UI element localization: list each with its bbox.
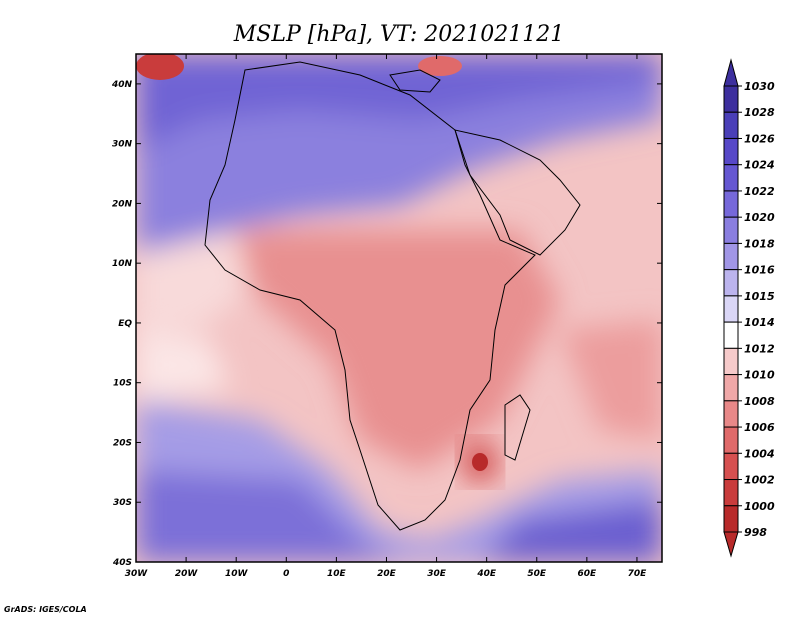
colorbar-label: 1010	[744, 369, 775, 382]
colorbar-label: 1022	[744, 185, 775, 198]
colorbar-box	[723, 190, 739, 218]
colorbar-box	[723, 216, 739, 244]
chart-title: MSLP [hPa], VT: 2021021121	[233, 22, 564, 47]
y-tick-label: 40N	[111, 80, 133, 90]
x-tick-label: 20E	[377, 569, 397, 579]
colorbar-label: 1018	[744, 237, 775, 250]
x-tick-label: 50E	[527, 569, 547, 579]
plot-frame	[135, 53, 663, 563]
x-tick-label: 10W	[225, 569, 249, 579]
colorbar-label: 1024	[744, 159, 775, 172]
colorbar-label: 1000	[744, 500, 775, 513]
colorbar-label: 1002	[744, 474, 775, 487]
x-tick-label: 20W	[175, 569, 199, 579]
colorbar-box	[723, 242, 739, 271]
y-tick-label: 10S	[113, 379, 132, 389]
y-tick-label: 30S	[113, 498, 132, 508]
colorbar-label: 1014	[744, 316, 775, 329]
colorbar-label: 1004	[744, 447, 775, 460]
x-tick-label: 10E	[327, 569, 347, 579]
colorbar-box	[723, 321, 739, 349]
colorbar-box	[723, 111, 739, 139]
colorbar-box	[723, 269, 739, 297]
y-tick-label: 20S	[113, 438, 132, 448]
colorbar-box	[723, 164, 739, 192]
colorbar-box	[723, 374, 739, 402]
colorbar-top-triangle	[723, 58, 739, 87]
y-tick-label: EQ	[118, 319, 132, 329]
colorbar-label: 1026	[744, 132, 775, 145]
coastlines	[204, 61, 581, 531]
colorbar-label: 1016	[744, 264, 775, 277]
x-tick-label: 30W	[125, 569, 149, 579]
y-tick-label: 40S	[112, 558, 132, 568]
colorbar-box	[723, 479, 739, 507]
colorbar-label: 1020	[744, 211, 775, 224]
credit-text: GrADS: IGES/COLA	[4, 605, 87, 614]
colorbar-box	[723, 295, 739, 323]
y-tick-label: 20N	[112, 199, 133, 209]
colorbar-label: 1028	[744, 106, 775, 119]
colorbar-box	[723, 137, 739, 166]
colorbar: 1030 1028 1026 1024 1022 1020 1018 1016 1015 1014…	[723, 58, 775, 558]
colorbar-label: 1012	[744, 342, 775, 355]
axis-ticks: 30W 20W 10W 0 10E 20E 30E 40E 50E 60E 70E 40N 30N 20N…	[111, 54, 662, 579]
colorbar-box	[723, 426, 739, 454]
colorbar-box	[723, 347, 739, 376]
colorbar-label: 1008	[744, 395, 775, 408]
colorbar-bottom-triangle	[723, 531, 739, 558]
y-tick-label: 10N	[112, 259, 133, 269]
colorbar-box	[723, 452, 739, 481]
pressure-field	[136, 54, 662, 562]
colorbar-label: 998	[744, 526, 767, 539]
x-tick-label: 30E	[427, 569, 447, 579]
colorbar-box	[723, 400, 739, 428]
colorbar-label: 1006	[744, 421, 775, 434]
colorbar-box	[723, 85, 739, 113]
y-tick-label: 30N	[112, 140, 133, 150]
x-tick-label: 0	[283, 569, 289, 579]
x-tick-label: 40E	[476, 569, 497, 579]
colorbar-box	[723, 505, 739, 533]
x-tick-label: 70E	[628, 569, 648, 579]
colorbar-label: 1030	[744, 80, 775, 93]
x-tick-label: 60E	[578, 569, 598, 579]
colorbar-label: 1015	[744, 290, 775, 303]
